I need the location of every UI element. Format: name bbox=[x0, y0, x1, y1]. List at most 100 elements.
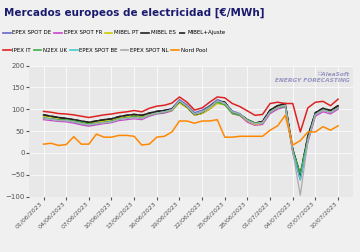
IPEX IT bbox=[177, 96, 182, 99]
N2EX UK bbox=[328, 111, 333, 114]
MIBEL PT bbox=[298, 174, 302, 177]
Nord Pool bbox=[192, 122, 197, 125]
Nord Pool bbox=[207, 119, 212, 122]
N2EX UK bbox=[117, 117, 121, 120]
EPEX SPOT NL bbox=[87, 123, 91, 127]
MIBEL PT bbox=[64, 117, 68, 120]
EPEX SPOT FR bbox=[215, 101, 219, 104]
IPEX IT bbox=[49, 111, 53, 114]
Nord Pool bbox=[177, 119, 182, 122]
MIBEL PT bbox=[94, 121, 99, 124]
MIBEL+Ajuste bbox=[49, 115, 53, 118]
IPEX IT bbox=[245, 109, 249, 112]
EPEX SPOT DE bbox=[162, 109, 167, 112]
MIBEL+Ajuste bbox=[94, 119, 99, 122]
MIBEL PT bbox=[253, 123, 257, 126]
EPEX SPOT NL bbox=[192, 112, 197, 115]
N2EX UK bbox=[177, 100, 182, 103]
EPEX SPOT DE bbox=[49, 117, 53, 120]
Nord Pool bbox=[102, 136, 106, 139]
IPEX IT bbox=[117, 111, 121, 114]
EPEX SPOT BE bbox=[215, 99, 219, 102]
EPEX SPOT FR bbox=[275, 108, 280, 111]
Nord Pool bbox=[41, 143, 46, 146]
EPEX SPOT FR bbox=[162, 112, 167, 115]
EPEX SPOT DE bbox=[336, 106, 340, 109]
MIBEL ES bbox=[260, 120, 265, 123]
MIBEL+Ajuste bbox=[192, 113, 197, 116]
EPEX SPOT BE bbox=[49, 118, 53, 121]
EPEX SPOT NL bbox=[200, 110, 204, 113]
MIBEL+Ajuste bbox=[132, 113, 136, 116]
IPEX IT bbox=[192, 109, 197, 112]
EPEX SPOT FR bbox=[79, 123, 84, 127]
MIBEL ES bbox=[215, 100, 219, 103]
MIBEL PT bbox=[268, 109, 272, 112]
MIBEL+Ajuste bbox=[291, 148, 295, 151]
EPEX SPOT DE bbox=[102, 121, 106, 124]
EPEX SPOT DE bbox=[222, 101, 227, 104]
MIBEL PT bbox=[321, 108, 325, 111]
MIBEL PT bbox=[245, 119, 249, 122]
MIBEL ES bbox=[336, 104, 340, 107]
MIBEL ES bbox=[87, 121, 91, 124]
EPEX SPOT FR bbox=[57, 120, 61, 123]
IPEX IT bbox=[185, 101, 189, 104]
EPEX SPOT FR bbox=[117, 119, 121, 122]
N2EX UK bbox=[336, 106, 340, 109]
EPEX SPOT DE bbox=[170, 107, 174, 110]
EPEX SPOT FR bbox=[72, 122, 76, 125]
MIBEL PT bbox=[132, 114, 136, 117]
MIBEL+Ajuste bbox=[117, 115, 121, 118]
EPEX SPOT BE bbox=[79, 122, 84, 125]
IPEX IT bbox=[147, 107, 152, 110]
EPEX SPOT DE bbox=[238, 112, 242, 115]
MIBEL ES bbox=[147, 112, 152, 115]
MIBEL ES bbox=[140, 114, 144, 117]
N2EX UK bbox=[222, 103, 227, 106]
Line: EPEX SPOT NL: EPEX SPOT NL bbox=[44, 101, 338, 195]
MIBEL ES bbox=[238, 113, 242, 116]
Line: N2EX UK: N2EX UK bbox=[44, 101, 338, 173]
N2EX UK bbox=[253, 122, 257, 125]
EPEX SPOT FR bbox=[64, 120, 68, 123]
Nord Pool bbox=[162, 135, 167, 138]
EPEX SPOT FR bbox=[328, 112, 333, 115]
Nord Pool bbox=[200, 119, 204, 122]
Line: MIBEL ES: MIBEL ES bbox=[44, 101, 338, 175]
MIBEL ES bbox=[109, 117, 114, 120]
EPEX SPOT NL bbox=[57, 119, 61, 122]
EPEX SPOT BE bbox=[192, 112, 197, 115]
EPEX SPOT FR bbox=[147, 115, 152, 118]
MIBEL ES bbox=[283, 102, 287, 105]
EPEX SPOT BE bbox=[132, 116, 136, 119]
EPEX SPOT FR bbox=[200, 112, 204, 115]
EPEX SPOT NL bbox=[306, 139, 310, 142]
N2EX UK bbox=[291, 149, 295, 152]
Line: MIBEL PT: MIBEL PT bbox=[44, 103, 338, 176]
MIBEL PT bbox=[155, 111, 159, 114]
N2EX UK bbox=[102, 121, 106, 124]
EPEX SPOT NL bbox=[155, 112, 159, 115]
EPEX SPOT NL bbox=[222, 102, 227, 105]
N2EX UK bbox=[200, 111, 204, 114]
MIBEL+Ajuste bbox=[147, 112, 152, 115]
N2EX UK bbox=[94, 122, 99, 125]
Nord Pool bbox=[306, 130, 310, 133]
EPEX SPOT DE bbox=[155, 110, 159, 113]
N2EX UK bbox=[147, 114, 152, 117]
Nord Pool bbox=[260, 135, 265, 138]
MIBEL PT bbox=[306, 137, 310, 140]
N2EX UK bbox=[230, 112, 234, 115]
EPEX SPOT FR bbox=[177, 101, 182, 104]
EPEX SPOT NL bbox=[79, 122, 84, 125]
IPEX IT bbox=[207, 101, 212, 104]
MIBEL ES bbox=[245, 118, 249, 121]
EPEX SPOT BE bbox=[238, 112, 242, 115]
EPEX SPOT FR bbox=[268, 112, 272, 115]
EPEX SPOT DE bbox=[328, 111, 333, 114]
Nord Pool bbox=[57, 144, 61, 147]
N2EX UK bbox=[313, 113, 318, 116]
MIBEL PT bbox=[275, 105, 280, 108]
EPEX SPOT FR bbox=[94, 123, 99, 127]
